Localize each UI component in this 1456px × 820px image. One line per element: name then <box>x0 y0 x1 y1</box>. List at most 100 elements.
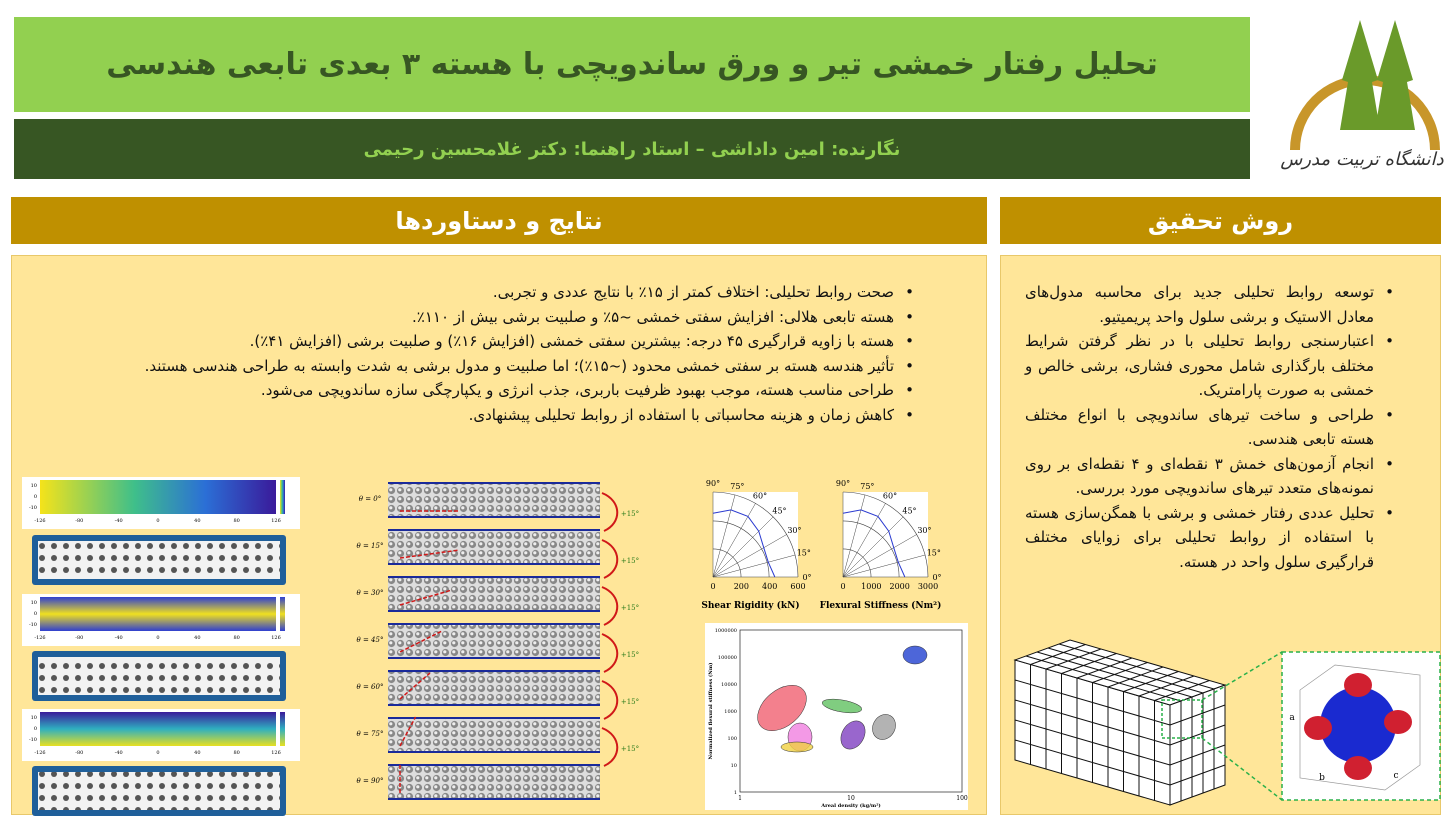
polar-angle: 45° <box>772 507 786 516</box>
map-x-tick: 126 <box>271 750 281 756</box>
specimen <box>38 772 280 810</box>
cell-neck <box>1304 716 1332 740</box>
polar-r-tick: 200 <box>734 582 749 591</box>
lattice-line <box>1092 662 1148 683</box>
colormap <box>40 712 276 746</box>
angle-label: θ = 75° <box>357 730 384 738</box>
map-x-tick: 80 <box>233 750 239 756</box>
map-y-tick: 10 <box>31 483 37 489</box>
bullet: توسعه روابط تحلیلی جدید برای محاسبه مدول… <box>1025 280 1400 329</box>
cell-core <box>1320 687 1396 763</box>
lattice-side <box>1169 684 1226 806</box>
increment: +15° <box>621 557 639 565</box>
ashby-y-tick: 1000000 <box>715 628 737 634</box>
polar-xlabel: Flexural Stiffness (Nm²) <box>820 600 942 611</box>
lattice-line <box>1014 739 1171 786</box>
cell-neck <box>1344 673 1372 697</box>
angle-label: θ = 60° <box>357 683 384 691</box>
arrow <box>601 633 619 673</box>
ashby-ylabel: Normalized flexural stiffness (Nm) <box>707 663 714 760</box>
polar-spoke <box>712 534 787 578</box>
increment: +15° <box>621 698 639 706</box>
cell-neck <box>1344 756 1372 780</box>
core <box>388 577 600 611</box>
map-x-tick: 0 <box>156 750 159 756</box>
polar-curve <box>842 509 906 578</box>
map-x-tick: 126 <box>271 635 281 641</box>
lattice-line <box>1014 679 1171 726</box>
arrow <box>601 539 619 579</box>
lattice-line <box>1036 651 1193 698</box>
lattice-line <box>1025 655 1182 702</box>
ashby-xlabel: Areal density (kg/m²) <box>820 802 881 809</box>
cluster <box>780 741 814 753</box>
bullet: هسته با زاویه قرارگیری ۴۵ درجه: بیشترین … <box>50 329 920 354</box>
map-x-tick: -40 <box>115 750 123 756</box>
ashby-y-tick: 100 <box>727 736 737 742</box>
bullet: انجام آزمون‌های خمش ۳ نقطه‌ای و ۴ نقطه‌ا… <box>1025 452 1400 501</box>
cell-dim: c <box>1393 771 1398 781</box>
bullet: هسته تابعی هلالی: افزایش سفتی خمشی ~۵٪ و… <box>50 305 920 330</box>
arrow <box>601 680 619 720</box>
colorbar <box>280 597 285 631</box>
ashby-bg <box>705 623 968 810</box>
polar-angle: 75° <box>860 482 874 491</box>
polar-r-tick: 0 <box>840 582 845 591</box>
bullet: صحت روابط تحلیلی: اختلاف کمتر از ۱۵٪ با … <box>50 280 920 305</box>
colormap <box>40 597 276 631</box>
map-x-tick: 0 <box>156 635 159 641</box>
map-x-tick: 40 <box>194 635 200 641</box>
map-y-tick: -10 <box>29 505 37 511</box>
cluster <box>872 714 896 740</box>
map-x-tick: 40 <box>194 518 200 524</box>
angle-label: θ = 15° <box>357 542 384 550</box>
increment: +15° <box>621 604 639 612</box>
bullet: تأثیر هندسه هسته بر سفتی خمشی محدود (~۱۵… <box>50 354 920 379</box>
polar-spoke <box>842 534 917 578</box>
cluster <box>822 698 862 714</box>
map-x-tick: -126 <box>34 750 45 756</box>
cluster <box>902 645 928 665</box>
colormap <box>40 480 276 514</box>
orient-line <box>399 589 453 606</box>
map-y-tick: 0 <box>34 611 37 617</box>
increment: +15° <box>621 510 639 518</box>
core <box>388 718 600 752</box>
zoom-line <box>1201 737 1283 801</box>
polar-spoke <box>842 554 926 578</box>
orient-line <box>399 630 443 653</box>
results-heading: نتایج و دستاوردها <box>11 197 987 244</box>
map-x-tick: 126 <box>271 518 281 524</box>
polar-xlabel: Shear Rigidity (kN) <box>701 600 799 611</box>
ashby-x-tick: 10 <box>847 795 855 802</box>
specimen <box>38 657 280 695</box>
map-y-tick: -10 <box>29 622 37 628</box>
bullet: کاهش زمان و هزینه محاسباتی با استفاده از… <box>50 403 920 428</box>
bullet: اعتبارسنجی روابط تحلیلی با در نظر گرفتن … <box>1025 329 1400 403</box>
lattice-line <box>1045 648 1102 670</box>
core <box>388 530 600 564</box>
ashby-axes <box>739 629 963 793</box>
lattice-line <box>1169 704 1226 726</box>
map-x-tick: -126 <box>34 635 45 641</box>
polar-r-tick: 1000 <box>861 582 881 591</box>
map-x-tick: -80 <box>75 635 83 641</box>
method-heading: روش تحقیق <box>1000 197 1441 244</box>
polar-curve <box>712 509 776 578</box>
core <box>388 483 600 517</box>
ashby-x-tick: 1 <box>738 795 742 802</box>
ashby-y-tick: 10 <box>731 763 737 769</box>
heading-text: روش تحقیق <box>1147 206 1294 235</box>
polar-angle: 60° <box>883 492 897 501</box>
title: تحلیل رفتار خمشی تیر و ورق ساندویچی با ه… <box>106 47 1158 82</box>
cluster <box>840 720 866 750</box>
cell-highlight <box>1161 699 1203 739</box>
polar-r-tick: 0 <box>710 582 715 591</box>
lattice-line <box>1076 657 1133 679</box>
ashby-x-tick: 100 <box>956 795 968 802</box>
polar-angle: 90° <box>706 479 720 488</box>
polar-angle: 90° <box>836 479 850 488</box>
method-list: توسعه روابط تحلیلی جدید برای محاسبه مدول… <box>1025 280 1400 574</box>
